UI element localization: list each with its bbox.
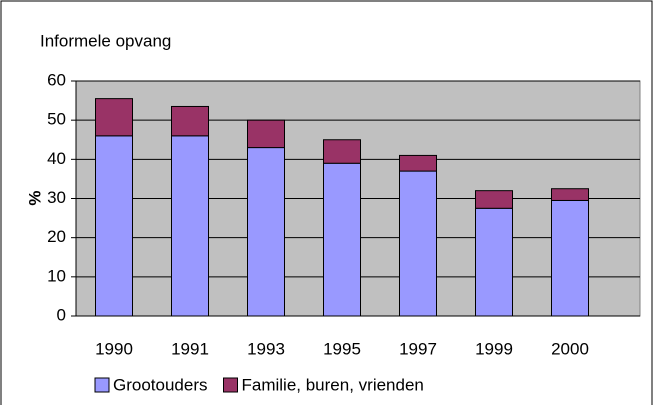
bar-segment — [323, 162, 361, 317]
bar-segment — [475, 207, 513, 317]
chart-title: Informele opvang — [40, 31, 171, 50]
y-tick-label: 50 — [47, 110, 66, 129]
y-tick-label: 40 — [47, 149, 66, 168]
x-tick-label: 1993 — [247, 339, 285, 358]
legend-label: Grootouders — [113, 375, 208, 394]
x-tick-label: 1997 — [399, 339, 437, 358]
y-tick-label: 10 — [47, 266, 66, 285]
bar-segment — [399, 154, 437, 172]
bar-segment — [95, 135, 133, 317]
legend-label: Familie, buren, vrienden — [242, 375, 424, 394]
bar-segment — [171, 105, 209, 137]
y-axis-label: % — [25, 190, 44, 205]
legend-swatch — [94, 377, 110, 393]
bar-segment — [247, 119, 285, 149]
bar-segment — [399, 170, 437, 317]
y-tick-label: 30 — [47, 188, 66, 207]
bar-segment — [247, 147, 285, 317]
bar-segment — [323, 139, 361, 164]
x-tick-label: 2000 — [551, 339, 589, 358]
bar-segment — [475, 190, 513, 209]
x-tick-label: 1990 — [95, 339, 133, 358]
bar-segment — [551, 199, 589, 317]
x-tick-label: 1999 — [475, 339, 513, 358]
bar-segment — [551, 188, 589, 201]
y-tick-label: 60 — [47, 70, 66, 89]
x-tick-label: 1991 — [171, 339, 209, 358]
bar-segment — [95, 98, 133, 137]
bar-segment — [171, 135, 209, 317]
y-tick-label: 20 — [47, 227, 66, 246]
legend-swatch — [223, 377, 238, 393]
y-tick-label: 0 — [57, 305, 66, 324]
x-tick-label: 1995 — [323, 339, 361, 358]
